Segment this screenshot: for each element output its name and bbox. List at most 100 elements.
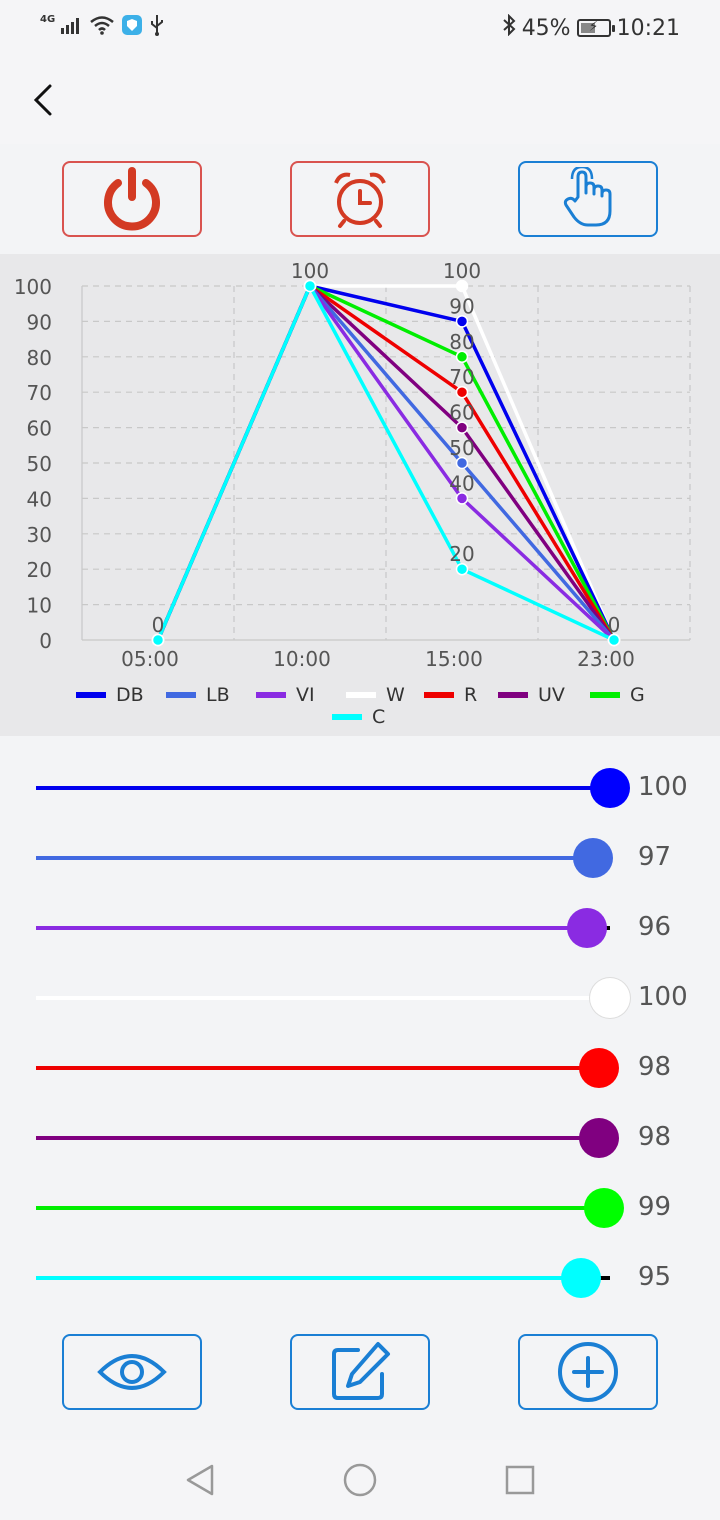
slider-thumb-c[interactable] (561, 1258, 601, 1298)
recents-square-icon (505, 1465, 535, 1495)
slider-fill (36, 1066, 599, 1070)
slider-value: 95 (638, 1262, 672, 1292)
x-tick-label: 05:00 (121, 647, 179, 671)
legend-swatch (256, 692, 286, 698)
status-left: 4G (40, 14, 165, 40)
slider-row-lb: 97 (0, 814, 720, 884)
slider-value: 100 (638, 982, 688, 1012)
data-label: 20 (449, 542, 474, 566)
y-tick-label: 10 (27, 594, 52, 618)
slider-fill (36, 786, 610, 790)
timer-button[interactable] (290, 161, 430, 237)
x-tick-label: 23:00 (577, 647, 635, 671)
slider-fill (36, 996, 610, 1000)
legend-item-uv[interactable]: UV (498, 684, 565, 706)
add-circle-icon (558, 1342, 618, 1402)
bottom-button-bar (0, 1316, 720, 1440)
x-tick-label: 15:00 (425, 647, 483, 671)
slider-row-vi: 96 (0, 884, 720, 954)
data-point-c (607, 633, 621, 647)
manual-mode-button[interactable] (518, 161, 658, 237)
legend-swatch (590, 692, 620, 698)
legend-swatch (346, 692, 376, 698)
shield-app-icon (121, 14, 143, 40)
y-tick-label: 20 (27, 558, 52, 582)
x-tick-label: 10:00 (273, 647, 331, 671)
legend-label: R (464, 684, 478, 706)
status-right: 45% ⚡ 10:21 (502, 13, 680, 42)
slider-row-db: 100 (0, 744, 720, 814)
slider-thumb-uv[interactable] (579, 1118, 619, 1158)
slider-thumb-vi[interactable] (567, 908, 607, 948)
legend-label: C (372, 706, 386, 728)
system-nav-bar (0, 1440, 720, 1520)
data-label: 70 (449, 365, 474, 389)
add-button[interactable] (518, 1334, 658, 1410)
nav-recents-button[interactable] (500, 1460, 540, 1500)
slider-thumb-g[interactable] (584, 1188, 624, 1228)
slider-thumb-db[interactable] (590, 768, 630, 808)
legend-item-w[interactable]: W (346, 684, 405, 706)
alarm-clock-icon (334, 172, 386, 228)
nav-back-button[interactable] (180, 1460, 220, 1500)
slider-row-g: 99 (0, 1164, 720, 1234)
battery-percent: 45% (521, 15, 571, 41)
y-tick-label: 40 (27, 487, 52, 511)
back-triangle-icon (186, 1464, 214, 1496)
battery-charging-icon: ⚡ (576, 19, 615, 37)
slider-row-uv: 98 (0, 1094, 720, 1164)
y-tick-label: 0 (39, 629, 52, 653)
power-icon (104, 167, 160, 231)
data-point-lb (455, 456, 469, 470)
power-button[interactable] (62, 161, 202, 237)
data-point-uv (455, 421, 469, 434)
legend-item-db[interactable]: DB (76, 684, 144, 706)
legend-label: UV (538, 684, 565, 706)
data-point-g (455, 350, 469, 364)
back-button[interactable] (26, 80, 66, 120)
data-label: 100 (291, 259, 329, 283)
y-tick-label: 90 (27, 310, 52, 334)
legend-item-c[interactable]: C (332, 706, 385, 728)
data-point-w (455, 279, 469, 293)
data-label: 40 (449, 471, 474, 495)
network-type: 4G (40, 13, 56, 25)
slider-thumb-r[interactable] (579, 1048, 619, 1088)
legend-swatch (332, 714, 362, 720)
edit-icon (332, 1342, 390, 1400)
signal-icon (61, 16, 83, 38)
legend-item-vi[interactable]: VI (256, 684, 315, 706)
slider-fill (36, 1136, 599, 1140)
slider-value: 98 (638, 1052, 672, 1082)
usb-icon (149, 14, 165, 40)
series-line-c (156, 284, 615, 642)
preview-button[interactable] (62, 1334, 202, 1410)
slider-row-c: 95 (0, 1234, 720, 1304)
edit-button[interactable] (290, 1334, 430, 1410)
slider-fill (36, 856, 593, 860)
legend-item-lb[interactable]: LB (166, 684, 230, 706)
bluetooth-icon (502, 13, 516, 42)
nav-home-button[interactable] (340, 1460, 380, 1500)
slider-fill (36, 1276, 581, 1280)
slider-thumb-lb[interactable] (573, 838, 613, 878)
legend-item-r[interactable]: R (424, 684, 477, 706)
chart-panel: 100 90 80 70 60 50 40 30 20 10 0 05:00 10:00 15:00 23:… (0, 254, 720, 736)
slider-fill (36, 926, 587, 930)
legend-label: W (386, 684, 405, 706)
y-tick-label: 50 (27, 452, 52, 476)
legend-swatch (166, 692, 196, 698)
top-button-bar (0, 144, 720, 254)
slider-value: 97 (638, 842, 672, 872)
data-label: 80 (449, 330, 474, 354)
y-tick-label: 30 (27, 523, 52, 547)
slider-value: 100 (638, 772, 688, 802)
slider-row-w: 100 (0, 954, 720, 1024)
channel-sliders: 100 97 96 100 98 98 99 95 (0, 736, 720, 1316)
y-tick-label: 80 (27, 346, 52, 370)
slider-thumb-w[interactable] (590, 978, 630, 1018)
slider-value: 99 (638, 1192, 672, 1222)
legend-item-g[interactable]: G (590, 684, 645, 706)
data-label: 60 (449, 401, 474, 425)
